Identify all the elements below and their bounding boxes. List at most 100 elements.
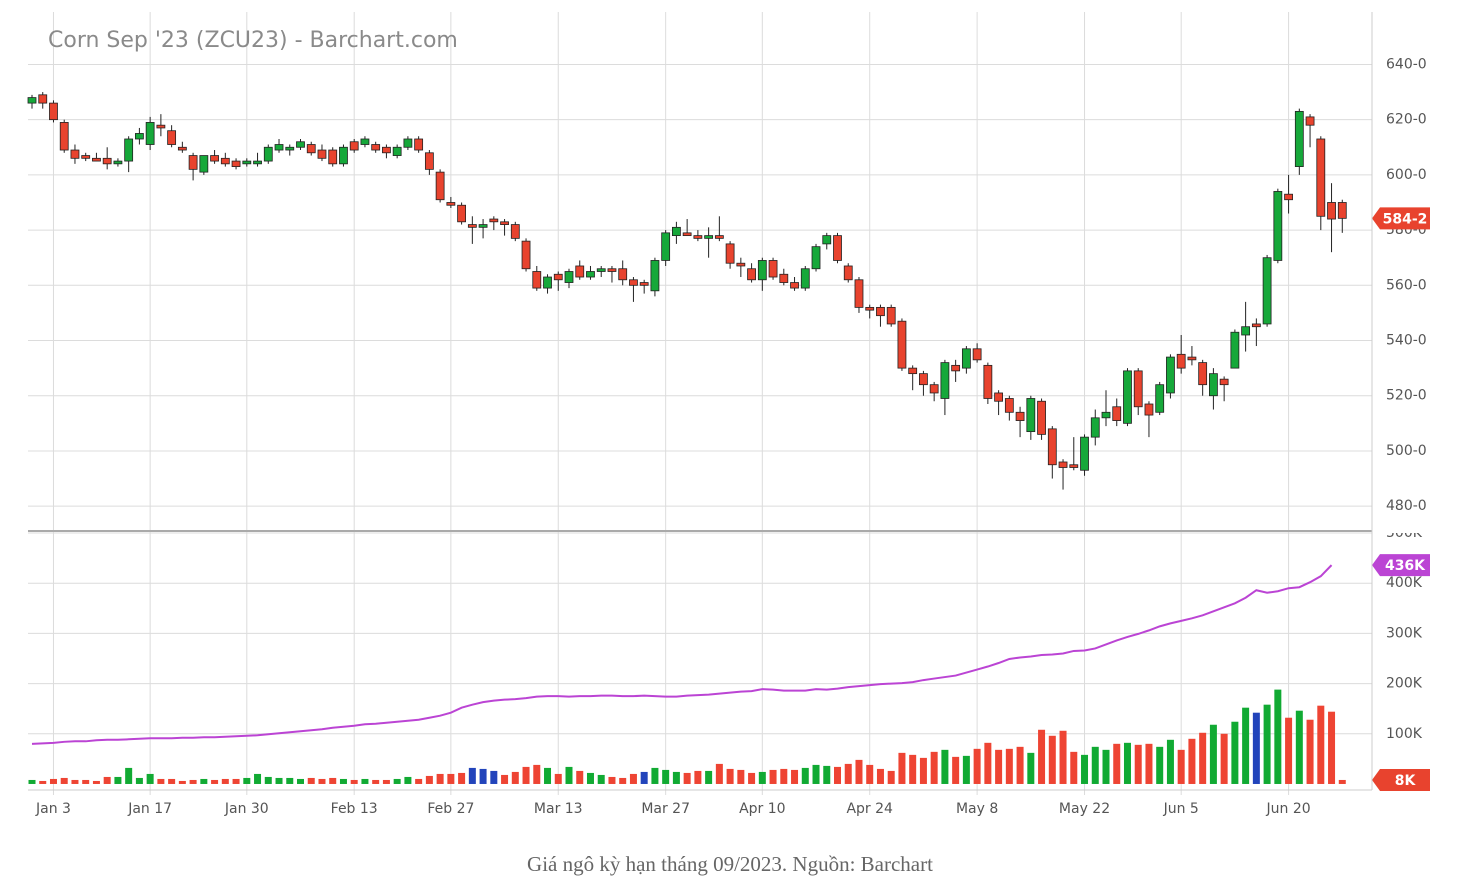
candle-body bbox=[1123, 370, 1132, 424]
candle-body bbox=[1209, 373, 1218, 397]
volume-bar bbox=[533, 764, 541, 784]
volume-bar bbox=[672, 771, 680, 784]
volume-bar bbox=[501, 774, 509, 784]
candle-body bbox=[360, 138, 370, 145]
volume-bar bbox=[318, 778, 326, 784]
volume-bar bbox=[586, 772, 594, 784]
candle-body bbox=[596, 268, 606, 272]
candle-body bbox=[1294, 110, 1304, 167]
x-tick-label: Mar 27 bbox=[641, 801, 690, 817]
candle-body bbox=[177, 146, 187, 151]
candle-body bbox=[575, 265, 585, 278]
candle-body bbox=[403, 138, 413, 148]
candle-body bbox=[586, 271, 595, 278]
volume-bar bbox=[372, 779, 380, 784]
candle-body bbox=[231, 160, 241, 167]
volume-bar bbox=[211, 779, 219, 784]
candle-body bbox=[521, 240, 531, 270]
volume-bar bbox=[1113, 743, 1121, 784]
value-tag bbox=[1372, 554, 1430, 577]
candle-body bbox=[1316, 138, 1326, 217]
candle-body bbox=[1273, 191, 1283, 261]
volume-bar bbox=[984, 742, 992, 784]
volume-bar bbox=[114, 776, 122, 784]
volume-bar bbox=[1059, 730, 1067, 784]
volume-bar bbox=[855, 759, 863, 784]
volume-bar bbox=[640, 771, 648, 784]
candle-body bbox=[811, 246, 821, 270]
candle-body bbox=[1047, 428, 1057, 466]
candle-body bbox=[382, 146, 391, 154]
candle-body bbox=[1090, 417, 1100, 438]
candle-body bbox=[1262, 257, 1272, 325]
candle-body bbox=[102, 157, 112, 165]
candle-body bbox=[27, 97, 37, 104]
grid bbox=[28, 12, 1372, 795]
volume-bar bbox=[748, 772, 756, 784]
volume-bar bbox=[415, 778, 423, 784]
value-tag bbox=[1372, 768, 1430, 791]
candle-body bbox=[1015, 411, 1025, 421]
y-tick-label: 540-0 bbox=[1386, 333, 1427, 349]
caption: Giá ngô kỳ hạn tháng 09/2023. Nguồn: Bar… bbox=[527, 852, 933, 876]
candle-body bbox=[38, 94, 48, 104]
candle-body bbox=[317, 149, 327, 159]
volume-bar bbox=[511, 771, 519, 784]
volume-bar bbox=[834, 766, 841, 784]
volume-bar bbox=[28, 779, 36, 784]
volume-bar bbox=[1231, 721, 1239, 784]
volume-bar bbox=[232, 778, 240, 784]
volume-bar bbox=[404, 776, 412, 784]
candle-body bbox=[714, 235, 724, 239]
volume-bar bbox=[361, 778, 369, 784]
candle-body bbox=[994, 392, 1003, 402]
volume-bar bbox=[962, 755, 970, 784]
x-tick-label: Jan 30 bbox=[224, 801, 269, 817]
candle-body bbox=[457, 204, 467, 223]
candle-body bbox=[564, 271, 574, 283]
candle-body bbox=[854, 279, 864, 308]
volume-bar bbox=[1145, 743, 1153, 784]
volume-bar bbox=[866, 764, 874, 784]
open-interest-line bbox=[31, 564, 1333, 745]
volume-bar bbox=[812, 764, 820, 784]
volume-bar bbox=[887, 770, 895, 784]
value-tag-label: 436K bbox=[1385, 558, 1426, 574]
volume-bar bbox=[930, 751, 938, 784]
x-tick-label: Apr 10 bbox=[739, 801, 785, 817]
candle-body bbox=[145, 122, 155, 145]
volume-bar bbox=[1252, 712, 1260, 784]
candle-body bbox=[833, 235, 842, 261]
volume-bar bbox=[1274, 689, 1282, 784]
candle-body bbox=[650, 260, 660, 292]
volume-bar bbox=[1242, 707, 1250, 784]
candle-body bbox=[1219, 378, 1229, 386]
volume-bar bbox=[393, 778, 401, 784]
volume-bar bbox=[844, 763, 852, 784]
candle-body bbox=[629, 279, 638, 286]
candle-body bbox=[1251, 323, 1261, 328]
volume-bar bbox=[629, 773, 637, 784]
volume-bar bbox=[39, 780, 47, 784]
volume-bar bbox=[447, 773, 455, 784]
candle-body bbox=[822, 235, 832, 245]
volume-bar bbox=[683, 772, 691, 784]
volume-bar bbox=[1177, 749, 1185, 784]
candle-body bbox=[1026, 398, 1036, 433]
volume-bar bbox=[1328, 711, 1336, 784]
candle-body bbox=[1327, 202, 1336, 220]
volume-bar bbox=[1005, 748, 1013, 784]
candle-body bbox=[199, 155, 209, 173]
volume-bar bbox=[1091, 746, 1099, 784]
volume-bar bbox=[275, 777, 283, 784]
y-tick-label: 600-0 bbox=[1386, 167, 1427, 183]
volume-bar bbox=[1220, 733, 1228, 784]
candle-body bbox=[919, 373, 928, 386]
candle-body bbox=[1155, 384, 1165, 413]
volume-bar bbox=[565, 766, 573, 784]
volume-bar bbox=[522, 766, 530, 784]
volume-bar bbox=[705, 770, 713, 784]
candle-body bbox=[672, 226, 681, 237]
